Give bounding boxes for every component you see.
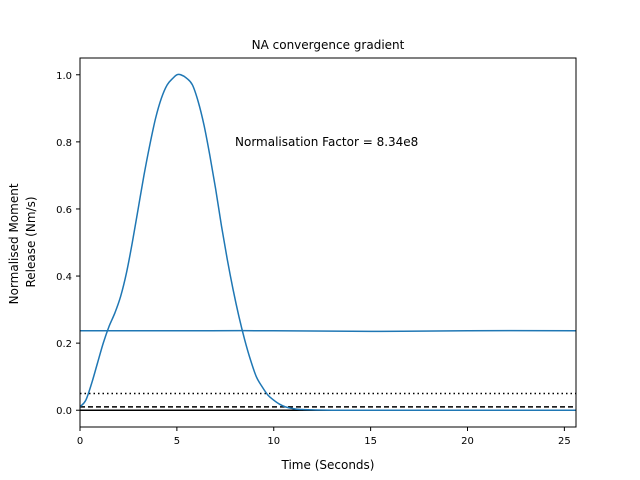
x-axis: 0 5 10 15 20 25 [77, 427, 571, 447]
chart-marks [79, 73, 577, 412]
plot-background [80, 58, 576, 427]
y-tick-label: 0.6 [56, 205, 72, 216]
y-tick-label: 0.4 [56, 272, 72, 283]
x-tick-label: 0 [77, 436, 83, 447]
normalisation-factor-annotation: Normalisation Factor = 8.34e8 [235, 135, 418, 149]
y-axis-label-line-2: Release (Nm/s) [24, 196, 38, 287]
x-tick-label: 10 [267, 436, 280, 447]
y-tick-label: 1.0 [56, 71, 72, 82]
y-tick-label: 0.2 [56, 339, 72, 350]
y-tick-label: 0.8 [56, 138, 72, 149]
plot-frame [79, 57, 577, 428]
y-axis-label: Normalised Moment Release (Nm/s) [7, 180, 38, 305]
x-tick-label: 25 [558, 436, 571, 447]
chart-title: NA convergence gradient [252, 38, 405, 52]
y-axis: 0.0 0.2 0.4 0.6 0.8 1.0 [56, 71, 80, 417]
x-tick-label: 20 [461, 436, 474, 447]
y-tick-label: 0.0 [56, 406, 72, 417]
x-tick-label: 5 [174, 436, 180, 447]
series-line-1 [79, 73, 576, 412]
y-axis-label-line-1: Normalised Moment [7, 183, 21, 304]
x-tick-label: 15 [364, 436, 377, 447]
series-line-2 [80, 329, 577, 333]
x-axis-label: Time (Seconds) [281, 458, 375, 472]
plot-area [79, 57, 577, 428]
